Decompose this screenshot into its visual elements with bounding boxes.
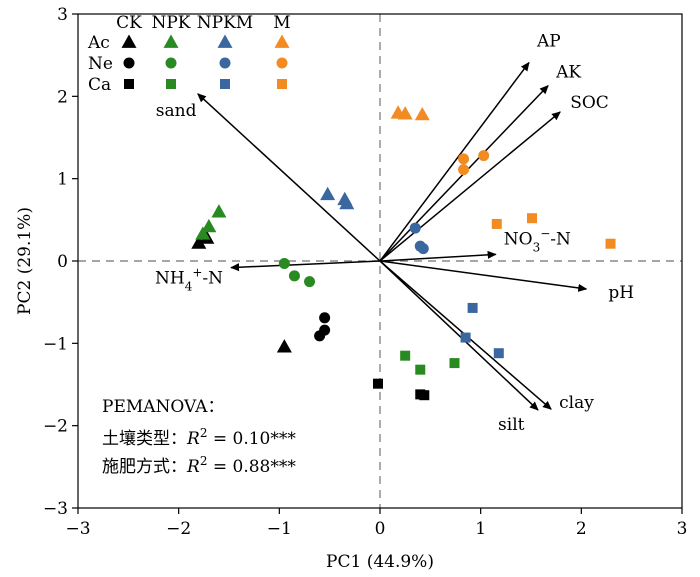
vector-ap [379,61,530,262]
y-tick-label: 0 [57,252,68,272]
y-tick-label: 2 [57,87,68,107]
vector-label: AP [536,32,561,52]
x-tick-label: −2 [166,519,191,539]
point-ca-m [491,218,502,229]
y-tick-label: −2 [43,417,68,437]
legend-marker-ca-m [277,79,287,89]
point-ne-m [458,164,470,176]
point-ac-m [414,106,430,121]
fertilization-stat: 施肥方式：R2 = 0.88*** [102,454,296,477]
point-ca-npk [449,358,460,369]
soil-type-stat: 土壤类型：R2 = 0.10*** [102,426,296,449]
legend-marker-ne-npkm [219,57,231,69]
point-ne-npkm [409,222,421,234]
point-ca-npkm [467,302,478,313]
legend-marker-ac-ck [121,34,137,48]
point-ne-ck [314,330,326,342]
legend-row-ac: Ac [87,33,110,53]
vector-label: SOC [570,93,609,113]
point-ne-m [478,150,490,162]
point-ca-ck [372,378,383,389]
point-ca-m [605,238,616,249]
x-tick-label: 3 [677,519,688,539]
point-ca-npkm [460,332,471,343]
vector-label: pH [608,283,634,303]
legend-marker-ac-npkm [217,34,233,48]
legend-marker-ne-npk [165,57,177,69]
vector-label: sand [156,101,197,121]
point-ne-npk [288,270,300,282]
loading-vectors: AP AK SOC sand NO3−-N NH4+-N pH silt clay [155,32,634,435]
legend-marker-ac-npk [163,34,179,48]
vector-label: silt [498,415,525,435]
point-ac-ck [191,235,207,249]
legend-marker-ne-ck [123,57,135,69]
legend-marker-ac-m [274,34,290,48]
point-ca-m [527,213,538,224]
point-ca-npk [400,350,411,361]
x-tick-label: 0 [375,519,386,539]
point-ac-ck [276,339,292,353]
point-ca-ck [419,390,430,401]
point-ne-npkm [417,243,429,255]
legend-header-npkm: NPKM [197,13,253,33]
y-axis-title: PC2 (29.1%) [15,207,35,315]
point-ac-m [397,106,413,120]
point-ac-npkm [320,186,336,201]
x-tick-label: 2 [576,519,587,539]
legend-header-npk: NPK [151,13,190,33]
pemanova-annotation: PEMANOVA： 土壤类型：R2 = 0.10*** 施肥方式：R2 = 0.88… [102,397,296,477]
legend-marker-ne-m [276,57,288,69]
point-ne-m [458,153,470,165]
vector-nh4n [230,260,381,272]
legend-header-ck: CK [116,13,142,33]
point-ac-npk [201,218,217,233]
point-ca-npk [415,364,426,375]
point-ne-npk [304,276,316,288]
legend-marker-ca-npk [166,79,176,89]
vector-soc [379,111,561,262]
vector-no3n [379,250,497,262]
x-axis-title: PC1 (44.9%) [326,552,434,572]
vector-label: NH4+-N [155,266,223,294]
vector-label: AK [555,63,581,83]
point-ne-npk [278,257,290,269]
axis-ticks: −3−3 −2 −2 −1 −1 0 0 1 1 2 2 3 3 [43,5,687,539]
x-tick-label: −1 [267,519,292,539]
vector-label: NO3−-N [504,226,571,254]
y-tick-label: −3 [43,499,68,519]
point-ne-ck [319,312,331,324]
x-tick-label: −3 [65,519,90,539]
legend-row-ne: Ne [88,54,113,74]
y-tick-label: −1 [43,334,68,354]
point-ac-npk [195,226,211,240]
y-tick-label: 1 [57,170,68,190]
vector-label: clay [559,393,594,413]
vector-sand [197,93,381,262]
point-ac-npkm [339,195,355,210]
legend-header-m: M [273,13,290,33]
legend-marker-ca-npkm [220,79,230,89]
vector-ph [379,260,588,292]
x-tick-label: 1 [475,519,486,539]
legend-marker-ca-ck [124,79,134,89]
sample-points [191,105,616,401]
point-ac-npk [211,204,227,218]
y-tick-label: 3 [57,5,68,25]
pemanova-title: PEMANOVA： [102,397,224,417]
point-ca-npkm [493,348,504,359]
legend-row-ca: Ca [88,75,111,95]
vector-silt [379,260,539,411]
